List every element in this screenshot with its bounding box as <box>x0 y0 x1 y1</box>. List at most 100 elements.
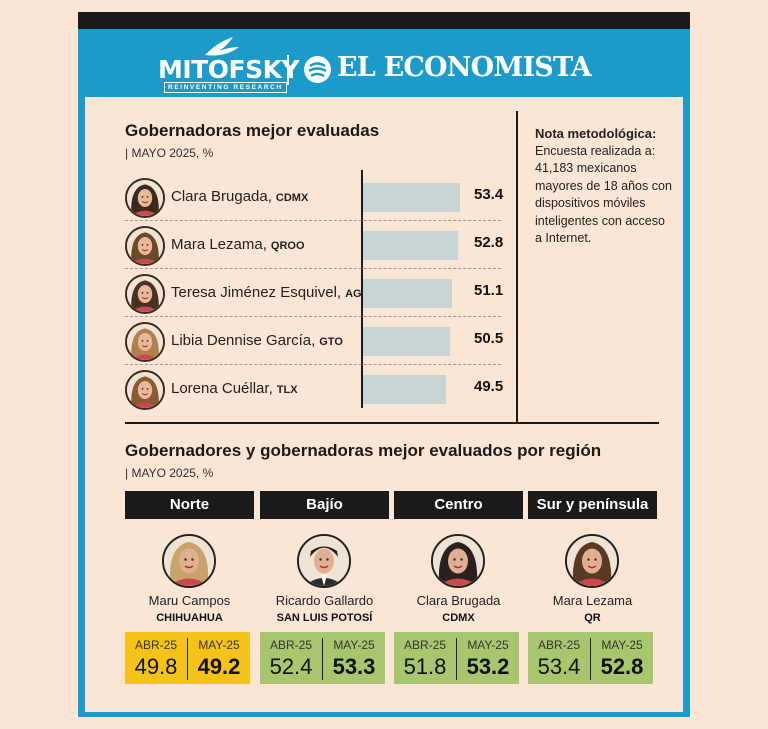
row-separator <box>125 316 501 317</box>
score-box: ABR-25 52.4 MAY-25 53.3 <box>260 632 385 684</box>
score-value: 53.2 <box>466 654 510 679</box>
bar-row: Teresa Jiménez Esquivel, AGS 51.1 <box>125 269 504 317</box>
score-divider <box>456 638 457 680</box>
governor-state: GTO <box>319 336 343 348</box>
score-may: MAY-25 49.2 <box>188 632 250 684</box>
governor-name-text: Clara Brugada <box>171 188 268 205</box>
score-may: MAY-25 53.3 <box>323 632 385 684</box>
portrait-avatar <box>297 534 351 588</box>
methodology-note: Nota metodológica: Encuesta realizada a:… <box>535 125 675 248</box>
bar <box>363 375 446 404</box>
infographic-frame: MITOFSKY REINVENTING RESEARCH EL ECONOMI… <box>78 29 690 717</box>
region-governor-state: SAN LUIS POTOSÍ <box>276 612 373 624</box>
score-value: 49.8 <box>134 654 178 679</box>
score-april: ABR-25 49.8 <box>125 632 187 684</box>
score-may: MAY-25 53.2 <box>457 632 519 684</box>
portrait-avatar <box>125 274 165 314</box>
score-value: 53.4 <box>537 654 581 679</box>
bar-value-label: 49.5 <box>474 378 504 395</box>
score-period-label: ABR-25 <box>269 638 313 652</box>
governor-state: AGS <box>345 288 369 300</box>
governor-name: Clara Brugada, CDMX <box>171 188 309 205</box>
score-period-label: MAY-25 <box>333 638 375 652</box>
score-period-label: ABR-25 <box>537 638 581 652</box>
el-economista-logo: EL ECONOMISTA <box>337 52 592 83</box>
score-period-label: MAY-25 <box>467 638 509 652</box>
governor-state: QROO <box>270 240 305 252</box>
mitofsky-logo: MITOFSKY <box>158 55 300 84</box>
el-economista-globe-icon <box>304 56 331 83</box>
score-value: 49.2 <box>197 654 241 679</box>
governor-name: Mara Lezama, QROO <box>171 236 305 253</box>
region-header: Norte <box>125 491 254 519</box>
section2-subtitle: | MAYO 2025, % <box>125 466 214 480</box>
section2-title: Gobernadores y gobernadoras mejor evalua… <box>125 441 602 460</box>
score-value: 52.8 <box>600 654 644 679</box>
region-card: Sur y península Mara Lezama QR ABR-25 53.4 M… <box>528 491 657 687</box>
region-governor-state: CDMX <box>442 612 475 624</box>
governor-name: Lorena Cuéllar, TLX <box>171 380 298 397</box>
score-period-label: ABR-25 <box>134 638 178 652</box>
bar <box>363 231 458 260</box>
section1-title: Gobernadoras mejor evaluadas <box>125 121 380 140</box>
bar <box>363 183 460 212</box>
mitofsky-bird-icon <box>205 37 239 56</box>
score-divider <box>322 638 323 680</box>
score-value: 53.3 <box>332 654 376 679</box>
governor-name-text: Libia Dennise García <box>171 332 312 349</box>
bar-row: Mara Lezama, QROO 52.8 <box>125 221 504 269</box>
logo-divider <box>287 55 289 85</box>
region-header: Sur y península <box>528 491 657 519</box>
header: MITOFSKY REINVENTING RESEARCH EL ECONOMI… <box>78 29 690 97</box>
portrait-avatar <box>125 322 165 362</box>
score-divider <box>187 638 188 680</box>
bar-value-label: 53.4 <box>474 186 504 203</box>
bar-value-label: 50.5 <box>474 330 504 347</box>
portrait-avatar <box>565 534 619 588</box>
region-governor-name: Ricardo Gallardo <box>275 593 374 608</box>
score-april: ABR-25 51.8 <box>394 632 456 684</box>
row-separator <box>125 220 501 221</box>
bar-row: Clara Brugada, CDMX 53.4 <box>125 173 504 221</box>
row-separator <box>125 268 501 269</box>
region-governor-name: Clara Brugada <box>416 593 501 608</box>
region-header: Centro <box>394 491 523 519</box>
bar-row: Libia Dennise García, GTO 50.5 <box>125 317 504 365</box>
note-body: Encuesta realizada a: 41,183 mexicanos m… <box>535 143 672 246</box>
region-card: Norte Maru Campos CHIHUAHUA ABR-25 49.8 MAY-… <box>125 491 254 687</box>
portrait-avatar <box>125 370 165 410</box>
note-title: Nota metodológica: <box>535 126 657 141</box>
score-box: ABR-25 49.8 MAY-25 49.2 <box>125 632 250 684</box>
governor-name-text: Mara Lezama <box>171 236 263 253</box>
note-divider <box>516 111 518 423</box>
bar-value-label: 51.1 <box>474 282 504 299</box>
score-value: 52.4 <box>269 654 313 679</box>
portrait-avatar <box>125 178 165 218</box>
portrait-avatar <box>431 534 485 588</box>
score-box: ABR-25 51.8 MAY-25 53.2 <box>394 632 519 684</box>
score-value: 51.8 <box>403 654 447 679</box>
governor-state: TLX <box>276 384 298 396</box>
score-period-label: MAY-25 <box>601 638 643 652</box>
portrait-avatar <box>162 534 216 588</box>
region-governor-state: QR <box>584 612 601 624</box>
bar <box>363 279 452 308</box>
bar-axis-line <box>361 170 363 408</box>
score-period-label: ABR-25 <box>403 638 447 652</box>
bar-row: Lorena Cuéllar, TLX 49.5 <box>125 365 504 413</box>
governor-name-text: Lorena Cuéllar <box>171 380 269 397</box>
bar-value-label: 52.8 <box>474 234 504 251</box>
region-governor-name: Maru Campos <box>148 593 231 608</box>
content-panel: Gobernadoras mejor evaluadas | MAYO 2025… <box>85 97 683 712</box>
score-may: MAY-25 52.8 <box>591 632 653 684</box>
region-governor-name: Mara Lezama <box>552 593 633 608</box>
score-period-label: MAY-25 <box>198 638 240 652</box>
score-april: ABR-25 52.4 <box>260 632 322 684</box>
score-divider <box>590 638 591 680</box>
governor-name-text: Teresa Jiménez Esquivel <box>171 284 337 301</box>
governor-state: CDMX <box>275 192 309 204</box>
section1-subtitle: | MAYO 2025, % <box>125 146 214 160</box>
governor-name: Teresa Jiménez Esquivel, AGS <box>171 284 369 301</box>
top-black-bar <box>78 12 690 29</box>
bar <box>363 327 450 356</box>
